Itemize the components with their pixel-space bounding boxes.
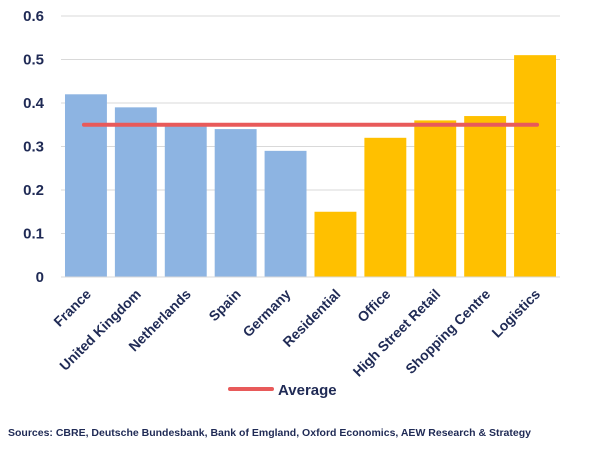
bar xyxy=(364,137,407,277)
legend-label-average: Average xyxy=(278,382,337,399)
y-tick-label: 0.6 xyxy=(23,8,44,25)
legend: Average xyxy=(228,382,337,399)
y-tick-label: 0.1 xyxy=(23,226,44,243)
x-tick-label: Spain xyxy=(205,286,243,324)
y-tick-label: 0.5 xyxy=(23,52,44,69)
x-tick-label: Office xyxy=(354,286,394,326)
x-tick-label: Logistics xyxy=(488,286,543,341)
x-tick-label: High Street Retail xyxy=(350,286,444,380)
source-note: Sources: CBRE, Deutsche Bundesbank, Bank… xyxy=(8,427,531,439)
bar xyxy=(64,94,107,277)
x-tick-label: France xyxy=(50,286,94,330)
y-tick-label: 0 xyxy=(36,269,44,286)
y-axis: 0 0.1 0.2 0.3 0.4 0.5 0.6 xyxy=(23,8,45,286)
bar xyxy=(164,124,207,277)
bar xyxy=(514,55,557,278)
x-tick-label: Shopping Centre xyxy=(402,286,493,377)
y-tick-label: 0.3 xyxy=(23,139,44,156)
bar xyxy=(264,150,307,277)
bar xyxy=(464,116,507,277)
y-tick-label: 0.4 xyxy=(23,95,45,112)
bar xyxy=(414,120,457,278)
y-tick-label: 0.2 xyxy=(23,182,44,199)
bar xyxy=(214,129,257,277)
bar xyxy=(314,211,357,277)
bar xyxy=(114,107,157,277)
bars xyxy=(64,55,557,278)
